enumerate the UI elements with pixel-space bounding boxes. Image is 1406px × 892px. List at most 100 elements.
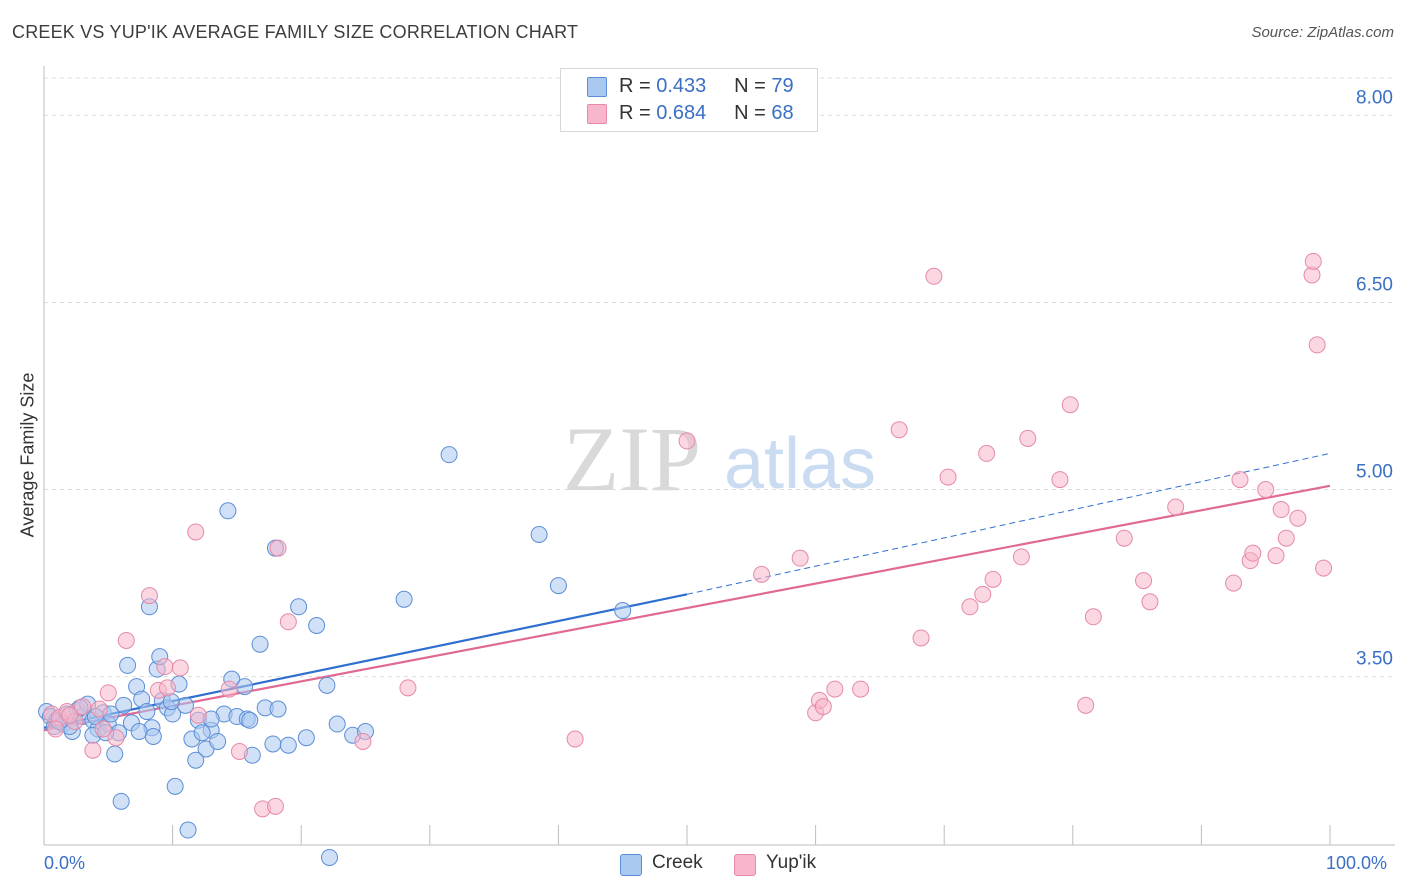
yupik-legend-swatch: [734, 854, 756, 876]
yupik-point: [266, 797, 284, 815]
yupik-point: [1267, 547, 1285, 565]
yupik-point: [140, 587, 158, 605]
yupik-points: [43, 252, 1333, 818]
yupik-point: [939, 468, 957, 486]
yupik-point: [753, 565, 771, 583]
creek-point: [318, 676, 336, 694]
creek-point: [119, 656, 137, 674]
creek-point: [138, 703, 156, 721]
creek-point: [530, 525, 548, 543]
legend-r-label: R =: [619, 75, 651, 97]
yupik-point: [1167, 498, 1185, 516]
yupik-point: [974, 585, 992, 603]
x-tick-min: 0.0%: [44, 853, 86, 873]
yupik-point: [852, 680, 870, 698]
creek-point: [549, 577, 567, 595]
yupik-point: [1231, 471, 1249, 489]
creek-point: [297, 729, 315, 747]
legend-label-creek: Creek: [652, 852, 703, 873]
yupik-point: [1019, 429, 1037, 447]
creek-point: [179, 821, 197, 839]
yupik-point: [84, 741, 102, 759]
creek-point: [290, 598, 308, 616]
yupik-point: [791, 549, 809, 567]
y-tick-label: 8.00: [1356, 87, 1393, 108]
yupik-point: [399, 679, 417, 697]
y-axis-label: Average Family Size: [17, 372, 38, 538]
creek-point: [166, 777, 184, 795]
legend-r-value-yupik: 0.684: [656, 102, 707, 124]
yupik-point: [47, 720, 65, 738]
creek-point: [328, 715, 346, 733]
creek-point: [251, 635, 269, 653]
yupik-point: [107, 729, 125, 747]
y-tick-label: 3.50: [1356, 649, 1393, 670]
watermark: ZIP atlas: [563, 408, 876, 510]
legend-n-value-creek: 79: [771, 75, 794, 97]
yupik-point: [1289, 509, 1307, 527]
legend-n-label: N =: [734, 75, 766, 97]
yupik-point: [814, 698, 832, 716]
watermark-atlas: atlas: [724, 424, 876, 504]
yupik-point: [158, 679, 176, 697]
creek-point: [279, 736, 297, 754]
correlation-legend: R = 0.433 N = 79 R = 0.684 N = 68: [560, 68, 818, 132]
creek-swatch: [587, 77, 607, 97]
yupik-point: [925, 267, 943, 285]
yupik-point: [1277, 529, 1295, 547]
yupik-point: [1061, 396, 1079, 414]
yupik-point: [269, 539, 287, 557]
creek-point: [308, 617, 326, 635]
y-tick-label: 6.50: [1356, 274, 1393, 295]
watermark-zip: ZIP: [563, 408, 701, 510]
yupik-point: [1304, 252, 1322, 270]
yupik-point: [678, 432, 696, 450]
source-label: Source: ZipAtlas.com: [1251, 24, 1394, 41]
creek-point: [264, 735, 282, 753]
creek-point: [241, 711, 259, 729]
yupik-point: [912, 629, 930, 647]
yupik-point: [1244, 544, 1262, 562]
creek-point: [115, 696, 133, 714]
legend-r-value-creek: 0.433: [656, 75, 707, 97]
creek-point: [236, 678, 254, 696]
yupik-point: [94, 720, 112, 738]
creek-point: [219, 502, 237, 520]
yupik-point: [1315, 559, 1333, 577]
legend-label-yupik: Yup'ik: [766, 852, 817, 873]
yupik-point: [90, 700, 108, 718]
yupik-swatch: [587, 104, 607, 124]
yupik-point: [171, 659, 189, 677]
yupik-point: [1115, 529, 1133, 547]
yupik-point: [1272, 501, 1290, 519]
creek-point: [106, 745, 124, 763]
yupik-point: [1077, 696, 1095, 714]
yupik-point: [61, 706, 79, 724]
creek-point: [320, 848, 338, 866]
yupik-point: [1012, 548, 1030, 566]
chart-title: CREEK VS YUP'IK AVERAGE FAMILY SIZE CORR…: [12, 22, 579, 42]
creek-point: [440, 446, 458, 464]
creek-point: [112, 792, 130, 810]
creek-point: [130, 723, 148, 741]
yupik-point: [566, 730, 584, 748]
creek-point: [395, 590, 413, 608]
yupik-point: [1257, 481, 1275, 499]
legend-n-label: N =: [734, 102, 766, 124]
y-tick-labels: 3.50 5.00 6.50 8.00: [1356, 87, 1393, 669]
yupik-point: [826, 680, 844, 698]
yupik-point: [1141, 593, 1159, 611]
y-tick-label: 5.00: [1356, 462, 1393, 483]
yupik-point: [279, 613, 297, 631]
x-tick-max: 100.0%: [1326, 853, 1388, 873]
creek-points: [38, 446, 632, 866]
creek-legend-swatch: [620, 854, 642, 876]
yupik-point: [354, 732, 372, 750]
yupik-point: [984, 570, 1002, 588]
yupik-point: [978, 444, 996, 462]
legend-r-label: R =: [619, 102, 651, 124]
creek-point: [187, 751, 205, 769]
yupik-trend-line: [43, 484, 1331, 732]
yupik-point: [230, 742, 248, 760]
yupik-point: [1225, 574, 1243, 592]
